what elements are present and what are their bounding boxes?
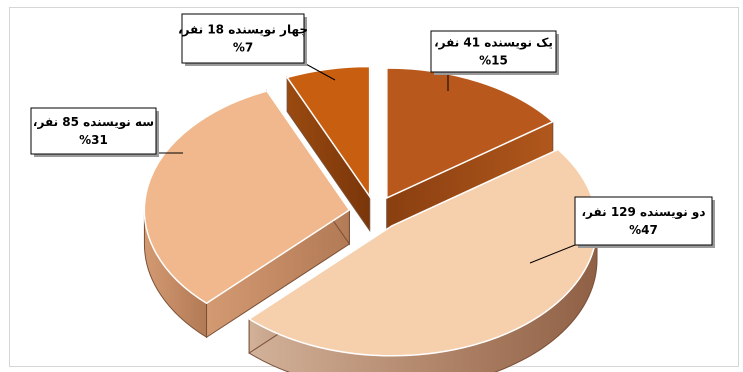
label-line-1: چهار نویسنده 18 نفر، (178, 23, 308, 38)
pie-slice-4 (285, 65, 371, 233)
slice-top (285, 65, 371, 199)
label-box (574, 196, 713, 246)
label-line-2: %15 (479, 54, 508, 68)
pie-slice-1 (386, 67, 555, 233)
data-label-4: چهار نویسنده 18 نفر، %7 (178, 13, 336, 81)
pie-layer (143, 65, 598, 372)
label-layer: یک نویسنده 41 نفر، %15 دو نویسنده 129 نفر،… (30, 13, 715, 264)
data-label-2: دو نویسنده 129 نفر، %47 (529, 196, 715, 264)
slice-top (143, 90, 351, 305)
label-line-2: %47 (629, 223, 658, 237)
leader-line (529, 244, 576, 264)
label-box (430, 30, 557, 73)
label-box (30, 107, 157, 155)
pie-slice-3 (143, 89, 351, 339)
label-line-1: دو نویسنده 129 نفر، (581, 205, 705, 220)
label-line-2: %31 (79, 133, 108, 147)
pie-slice-2 (247, 148, 598, 372)
leader-line (303, 62, 336, 81)
slice-top (386, 67, 555, 200)
data-label-3: سه نویسنده 85 نفر، %31 (30, 107, 183, 157)
label-line-2: %7 (233, 41, 253, 55)
data-label-1: یک نویسنده 41 نفر، %15 (430, 30, 559, 91)
label-line-1: سه نویسنده 85 نفر، (33, 115, 154, 130)
label-line-1: یک نویسنده 41 نفر، (434, 36, 553, 51)
label-box (181, 13, 305, 64)
